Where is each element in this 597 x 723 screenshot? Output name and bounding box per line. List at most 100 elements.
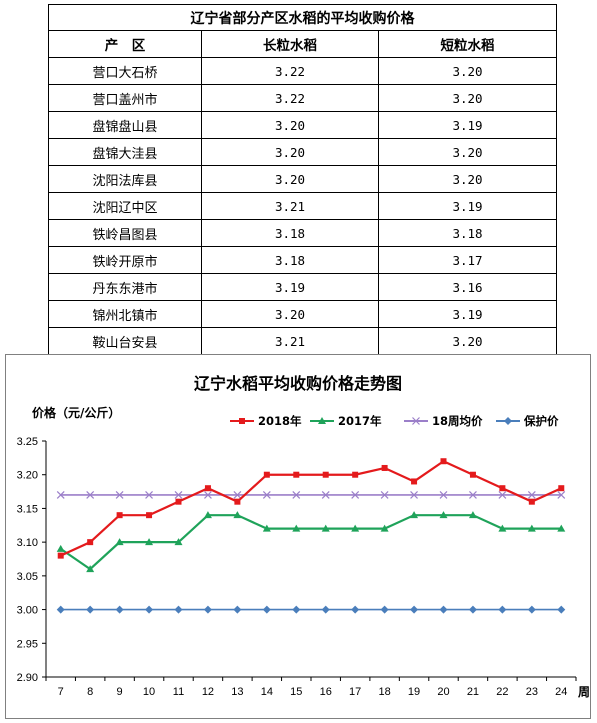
series-0-point [87,539,94,546]
series-1-point [145,538,154,546]
region-cell: 营口盖州市 [48,84,202,112]
series-0-point [352,471,359,478]
series-2-point [292,491,301,499]
series-1-point [233,511,242,519]
legend-marker-3 [504,417,512,425]
short-grain-price-cell: 3.19 [378,111,557,139]
series-3-point [174,605,183,614]
series-3-point [498,605,507,614]
y-axis-label: 价格（元/公斤） [32,405,120,420]
header-region: 产 区 [48,30,202,58]
series-1-point [262,524,271,532]
long-grain-price-cell: 3.20 [201,300,379,328]
region-cell: 鞍山台安县 [48,327,202,355]
x-tick-label: 9 [117,686,123,698]
long-grain-price-cell: 3.22 [201,57,379,85]
series-1-point [557,524,566,532]
series-1-point [498,524,507,532]
series-2-point [115,491,124,499]
region-cell: 铁岭开原市 [48,246,202,274]
region-cell: 铁岭昌图县 [48,219,202,247]
series-0-point [322,471,329,478]
series-3-point [380,605,389,614]
series-1-point [174,538,183,546]
table-header-row: 产 区 长粒水稻 短粒水稻 [48,30,557,58]
series-0-point [146,512,153,519]
series-3-point [557,605,566,614]
x-tick-label: 21 [467,686,479,698]
table-row: 丹东东港市 3.19 3.16 [48,273,557,301]
y-tick-label: 3.05 [17,571,38,583]
series-0-point [263,471,270,478]
short-grain-price-cell: 3.20 [378,84,557,112]
y-tick-label: 3.25 [17,436,38,448]
table-row: 沈阳辽中区 3.21 3.19 [48,192,557,220]
series-2-point [410,491,418,499]
x-tick-label: 14 [261,686,273,698]
region-cell: 盘锦盘山县 [48,111,202,139]
series-3-point [410,605,419,614]
series-0-line [60,459,562,557]
x-tick-label: 22 [496,686,508,698]
series-2-point [262,491,271,499]
x-tick-label: 13 [231,686,243,698]
chart-title: 辽宁水稻平均收购价格走势图 [194,374,402,393]
long-grain-price-cell: 3.21 [201,327,379,355]
y-tick-label: 3.10 [17,537,38,549]
series-1-line [60,514,562,571]
chart-container: 辽宁水稻平均收购价格走势图 价格（元/公斤） 周 3.25 3.20 3.15 3.10 3.… [5,354,591,719]
legend-marker-1 [318,417,326,424]
y-tick-label: 3.20 [17,470,38,482]
series-0-point [57,552,64,559]
y-tick-label: 2.90 [17,672,38,684]
series-3-point [86,605,95,614]
long-grain-price-cell: 3.20 [201,138,379,166]
x-tick-label: 24 [555,686,567,698]
series-1-point [527,524,536,532]
region-cell: 盘锦大洼县 [48,138,202,166]
series-1-point [468,511,477,519]
header-short-grain: 短粒水稻 [378,30,557,58]
short-grain-price-cell: 3.17 [378,246,557,274]
series-2-point [380,491,389,499]
series-3-point [233,605,242,614]
series-3-point [321,605,330,614]
legend-marker-2 [412,417,420,425]
series-1-point [292,524,301,532]
x-tick-label: 20 [437,686,449,698]
legend-label-0: 2018年 [258,414,302,428]
region-cell: 营口大石桥 [48,57,202,85]
legend-label-3: 保护价 [523,414,559,428]
table-row: 铁岭昌图县 3.18 3.18 [48,219,557,247]
series-3-point [527,605,536,614]
table-row: 盘锦盘山县 3.20 3.19 [48,111,557,139]
series-0-point [558,485,565,492]
series-0-point [116,512,123,519]
long-grain-price-cell: 3.21 [201,192,379,220]
series-2-point [233,491,242,499]
short-grain-price-cell: 3.20 [378,57,557,85]
series-2-point [56,491,65,499]
table-row: 沈阳法库县 3.20 3.20 [48,165,557,193]
series-2-point [174,491,183,499]
short-grain-price-cell: 3.18 [378,219,557,247]
long-grain-price-cell: 3.20 [201,111,379,139]
x-tick-label: 15 [290,686,302,698]
series-0-point [440,458,447,465]
short-grain-price-cell: 3.20 [378,327,557,355]
series-3-point [56,605,65,614]
series-0-point [528,498,535,505]
legend-label-1: 2017年 [338,414,382,428]
series-0-point [469,471,476,478]
series-1-point [203,511,212,519]
series-3-point [145,605,154,614]
short-grain-price-cell: 3.19 [378,300,557,328]
table-row: 营口盖州市 3.22 3.20 [48,84,557,112]
series-1-point [439,511,448,519]
table-row: 锦州北镇市 3.20 3.19 [48,300,557,328]
legend-label-2: 18周均价 [432,414,483,428]
x-tick-label: 7 [58,686,64,698]
series-0-point [175,498,182,505]
x-tick-label: 23 [526,686,538,698]
